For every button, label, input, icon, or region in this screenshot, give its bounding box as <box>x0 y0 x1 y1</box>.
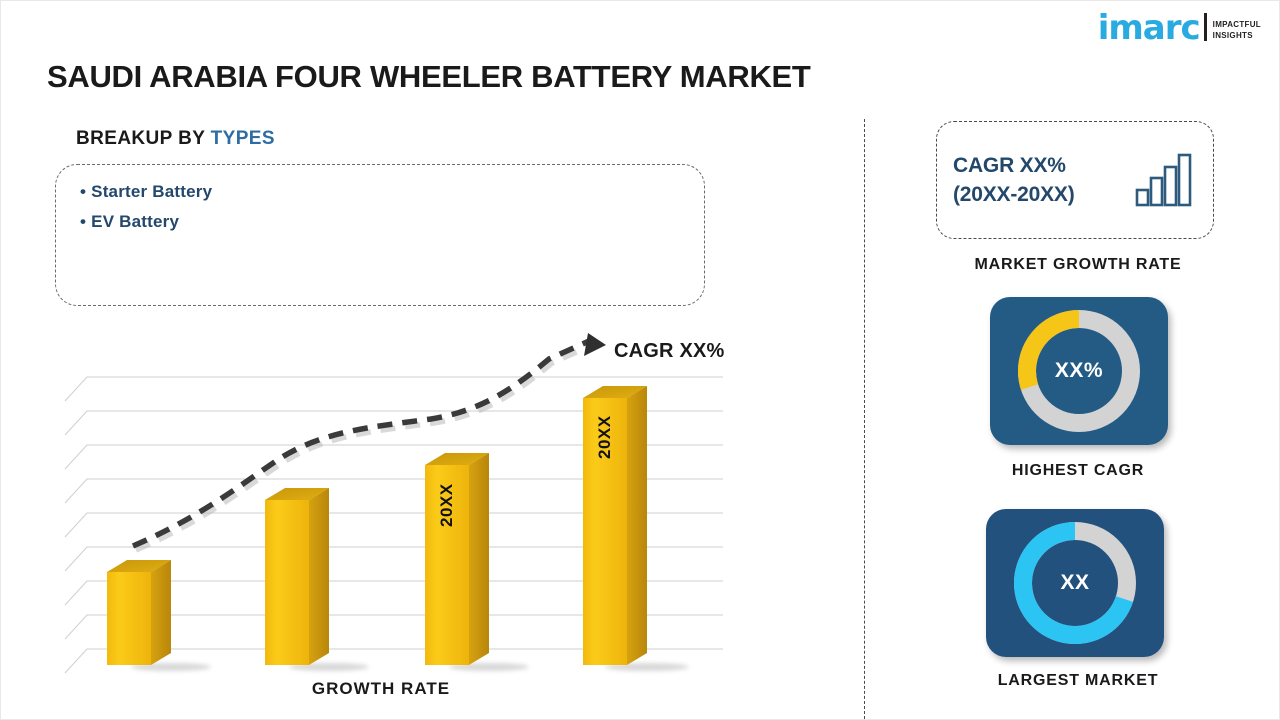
list-item-label: EV Battery <box>91 212 180 231</box>
largest-market-card: XX <box>986 509 1164 657</box>
largest-market-value: XX <box>1060 571 1090 594</box>
imarc-logo: imarc IMPACTFUL INSIGHTS <box>1097 8 1261 49</box>
bar-4-year-label: 20XX <box>595 415 614 459</box>
panel-divider <box>864 119 865 719</box>
trend-line <box>131 333 606 553</box>
bar-3-year-label: 20XX <box>437 483 456 527</box>
bar-2 <box>265 488 329 665</box>
logo-wordmark: imarc <box>1097 8 1201 49</box>
cagr-value-text: CAGR XX% (20XX-20XX) <box>953 151 1135 209</box>
largest-market-label: LARGEST MARKET <box>997 672 1159 689</box>
logo-tagline-line1: IMPACTFUL <box>1212 20 1261 29</box>
logo-tagline: IMPACTFUL INSIGHTS <box>1213 19 1261 44</box>
bar-chart-icon <box>1135 153 1192 207</box>
bar-4 <box>583 386 647 665</box>
largest-market-donut-chart <box>1014 522 1136 644</box>
donut-value-arc <box>1018 310 1080 390</box>
bar-3 <box>425 453 489 665</box>
bar-1 <box>107 560 171 665</box>
highest-cagr-card: XX% <box>990 297 1168 445</box>
list-item-label: Starter Battery <box>91 182 213 201</box>
cagr-annotation: CAGR XX% <box>614 340 725 362</box>
trend-arrow-icon <box>584 333 606 356</box>
breakup-heading-highlight: TYPES <box>210 128 275 149</box>
market-growth-rate-label: MARKET GROWTH RATE <box>974 256 1182 273</box>
cagr-line-2: (20XX-20XX) <box>953 183 1075 206</box>
list-item: • Starter Battery <box>80 177 680 207</box>
bullet-icon: • <box>80 212 87 231</box>
breakup-heading-prefix: BREAKUP BY <box>76 128 211 149</box>
breakup-types-box: • Starter Battery • EV Battery <box>55 164 705 306</box>
logo-tagline-line2: INSIGHTS <box>1212 31 1253 40</box>
highest-cagr-label: HIGHEST CAGR <box>1011 462 1145 479</box>
logo-divider <box>1203 13 1207 41</box>
chart-x-axis-label: GROWTH RATE <box>311 679 451 698</box>
breakup-heading: BREAKUP BY TYPES <box>76 128 275 150</box>
market-growth-rate-box: CAGR XX% (20XX-20XX) <box>936 121 1214 239</box>
chart-canvas <box>64 333 723 674</box>
chart-gridlines <box>64 376 723 674</box>
highest-cagr-value: XX% <box>1054 359 1104 382</box>
page-title: SAUDI ARABIA FOUR WHEELER BATTERY MARKET <box>47 59 811 94</box>
bullet-icon: • <box>80 182 87 201</box>
list-item: • EV Battery <box>80 207 680 237</box>
growth-rate-bar-chart: 20XX 20XX CAGR XX% GROWTH RATE <box>61 331 761 711</box>
donut-value-arc <box>1014 522 1134 644</box>
cagr-line-1: CAGR XX% <box>953 154 1066 177</box>
highest-cagr-donut-chart <box>1018 310 1140 432</box>
